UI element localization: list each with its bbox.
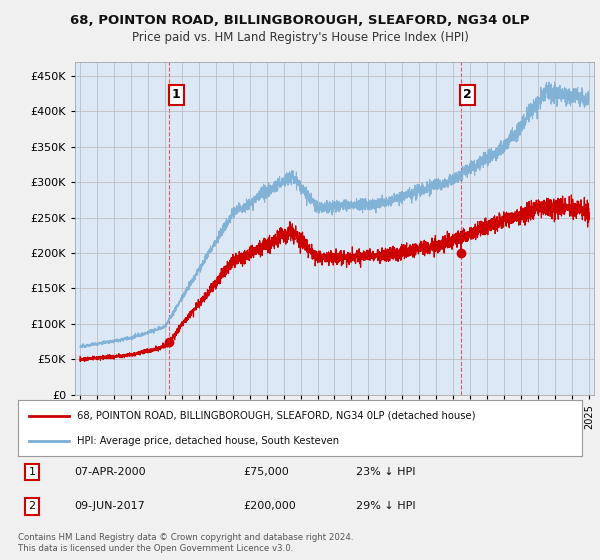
Text: Contains HM Land Registry data © Crown copyright and database right 2024.
This d: Contains HM Land Registry data © Crown c… xyxy=(18,533,353,553)
Text: £75,000: £75,000 xyxy=(244,467,289,477)
Text: 2: 2 xyxy=(29,501,35,511)
Text: 09-JUN-2017: 09-JUN-2017 xyxy=(74,501,145,511)
Text: 1: 1 xyxy=(29,467,35,477)
Text: 68, POINTON ROAD, BILLINGBOROUGH, SLEAFORD, NG34 0LP: 68, POINTON ROAD, BILLINGBOROUGH, SLEAFO… xyxy=(70,14,530,27)
Text: 07-APR-2000: 07-APR-2000 xyxy=(74,467,146,477)
Text: HPI: Average price, detached house, South Kesteven: HPI: Average price, detached house, Sout… xyxy=(77,436,340,446)
Text: 1: 1 xyxy=(172,88,181,101)
Text: 29% ↓ HPI: 29% ↓ HPI xyxy=(356,501,416,511)
Text: 68, POINTON ROAD, BILLINGBOROUGH, SLEAFORD, NG34 0LP (detached house): 68, POINTON ROAD, BILLINGBOROUGH, SLEAFO… xyxy=(77,410,476,421)
Text: 2: 2 xyxy=(463,88,472,101)
Text: £200,000: £200,000 xyxy=(244,501,296,511)
Text: Price paid vs. HM Land Registry's House Price Index (HPI): Price paid vs. HM Land Registry's House … xyxy=(131,31,469,44)
Text: 23% ↓ HPI: 23% ↓ HPI xyxy=(356,467,416,477)
